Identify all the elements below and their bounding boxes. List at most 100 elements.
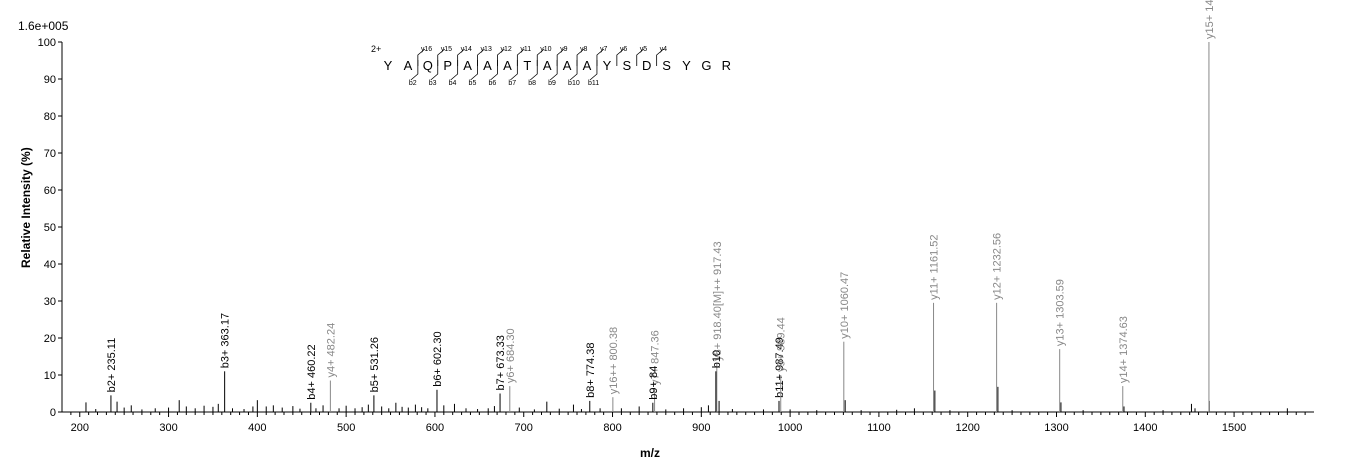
peak-label: y13+ 1303.59	[1055, 279, 1067, 346]
y-tick-label: 30	[44, 296, 56, 308]
b-ion-label: b8	[528, 80, 536, 87]
peak-label: y12+ 1232.56	[992, 233, 1004, 300]
y-ion-label: y10	[540, 46, 551, 53]
b-ion-label: b4	[449, 80, 457, 87]
peak-label: b10	[711, 350, 723, 368]
sequence-residue: Y	[384, 58, 393, 73]
y-ion-bracket	[636, 48, 645, 66]
x-tick-label: 900	[692, 422, 710, 434]
y-tick-label: 60	[44, 185, 56, 197]
sequence-residue: A	[463, 58, 472, 73]
peak-label: y10+ 1060.47	[839, 272, 851, 339]
peak-label: b3+ 363.17	[220, 313, 232, 368]
peak-label: y11+ 1161.52	[929, 234, 941, 299]
b-ion-bracket	[410, 60, 419, 81]
intensity-scale-label: 1.6e+005	[18, 19, 69, 33]
b-ion-label: b11	[588, 80, 599, 87]
x-tick-label: 600	[426, 422, 444, 434]
sequence-residue: A	[483, 58, 492, 73]
sequence-residue: A	[503, 58, 512, 73]
y-axis-label: Relative Intensity (%)	[19, 147, 33, 268]
y-ion-label: y14	[461, 46, 472, 53]
x-tick-label: 400	[248, 422, 266, 434]
b-ion-bracket	[569, 60, 578, 81]
b-ion-bracket	[589, 60, 598, 81]
y-ion-bracket	[616, 48, 625, 66]
x-tick-label: 1300	[1044, 422, 1068, 434]
b-ion-label: b9	[548, 80, 556, 87]
peak-label: b11+ 987.49	[774, 337, 786, 398]
b-ion-label: b10	[568, 80, 580, 87]
annotated-peaks: b2+ 235.11 b3+ 363.17 b4+ 460.22 y4+ 482.24…	[106, 0, 1216, 412]
y-ion-label: y15	[441, 46, 452, 53]
y-ion-label: y12	[500, 46, 511, 53]
peak-label: b6+ 602.30	[432, 331, 444, 386]
x-tick-label: 1200	[955, 422, 979, 434]
b-ion-bracket	[529, 60, 538, 81]
peak-label: y6+ 684.30	[505, 328, 517, 383]
sequence-residue: A	[543, 58, 552, 73]
sequence-residue: A	[563, 58, 572, 73]
sequence-residue: Y	[682, 58, 691, 73]
b-ion-label: b3	[429, 80, 437, 87]
b-ion-bracket	[470, 60, 478, 81]
sequence-residue: R	[722, 58, 731, 73]
sequence-residue: S	[622, 58, 631, 73]
y-tick-label: 0	[50, 407, 56, 419]
peak-label: y14+ 1374.63	[1118, 316, 1130, 383]
axes: 0 10 20 30 40 50 60 70 80 90 100 200 300 400 500 600 700…	[38, 37, 1314, 434]
y-ion-label: y4	[660, 46, 668, 53]
peak-label: b8+ 774.38	[585, 343, 597, 398]
b-ion-bracket	[450, 60, 459, 81]
peak-label: b7+ 673.33	[495, 335, 507, 390]
sequence-residue: D	[642, 58, 651, 73]
y-tick-label: 80	[44, 111, 56, 123]
b-ion-bracket	[430, 60, 439, 81]
x-tick-label: 1400	[1133, 422, 1157, 434]
x-tick-label: 1100	[867, 422, 891, 434]
x-tick-label: 700	[515, 422, 533, 434]
peak-label: y7+ 847.36	[650, 330, 662, 385]
y-ion-label: y6	[620, 46, 628, 53]
y-tick-label: 100	[38, 37, 56, 49]
y-tick-label: 50	[44, 222, 56, 234]
peak-label: y16++ 800.38	[608, 327, 620, 394]
x-tick-label: 500	[337, 422, 355, 434]
x-tick-label: 800	[603, 422, 621, 434]
y-tick-label: 20	[44, 333, 56, 345]
y-ion-label: y11	[520, 46, 531, 53]
y-tick-label: 40	[44, 259, 56, 271]
peak-label: y8+ 918.40[M]++ 917.43	[712, 241, 724, 361]
x-tick-label: 300	[159, 422, 177, 434]
peak-label: b9+ 84	[648, 366, 660, 400]
peak-label: y4+ 482.24	[325, 323, 337, 378]
peak-label: b4+ 460.22	[306, 344, 318, 399]
sequence-residue: P	[443, 58, 452, 73]
x-tick-label: 1000	[778, 422, 802, 434]
sequence-residue: Y	[603, 58, 612, 73]
y-ion-label: y9	[560, 46, 568, 53]
y-ion-label: y7	[600, 46, 608, 53]
b-ion-bracket	[549, 60, 558, 81]
y-ion-label: y13	[481, 46, 492, 53]
b-ion-label: b5	[469, 80, 477, 87]
peak-label: b2+ 235.11	[106, 338, 118, 393]
y-tick-label: 90	[44, 74, 56, 86]
x-axis-label: m/z	[640, 446, 660, 460]
x-tick-label: 1500	[1222, 422, 1246, 434]
y-ion-label: y8	[580, 46, 588, 53]
y-ion-label: y5	[640, 46, 648, 53]
sequence-residue: S	[662, 58, 671, 73]
noise-peaks	[85, 386, 1288, 412]
charge-label: 2+	[371, 44, 381, 54]
peak-label: y15+ 1471.68	[1204, 0, 1216, 39]
sequence-residue: T	[523, 58, 531, 73]
b-ion-label: b2	[409, 80, 417, 87]
y-ion-bracket	[656, 48, 664, 66]
peak-label: y9+ 989.44	[776, 317, 788, 372]
y-tick-label: 10	[44, 370, 56, 382]
peak-label: b5+ 531.26	[369, 337, 381, 392]
b-ion-bracket	[510, 60, 518, 81]
